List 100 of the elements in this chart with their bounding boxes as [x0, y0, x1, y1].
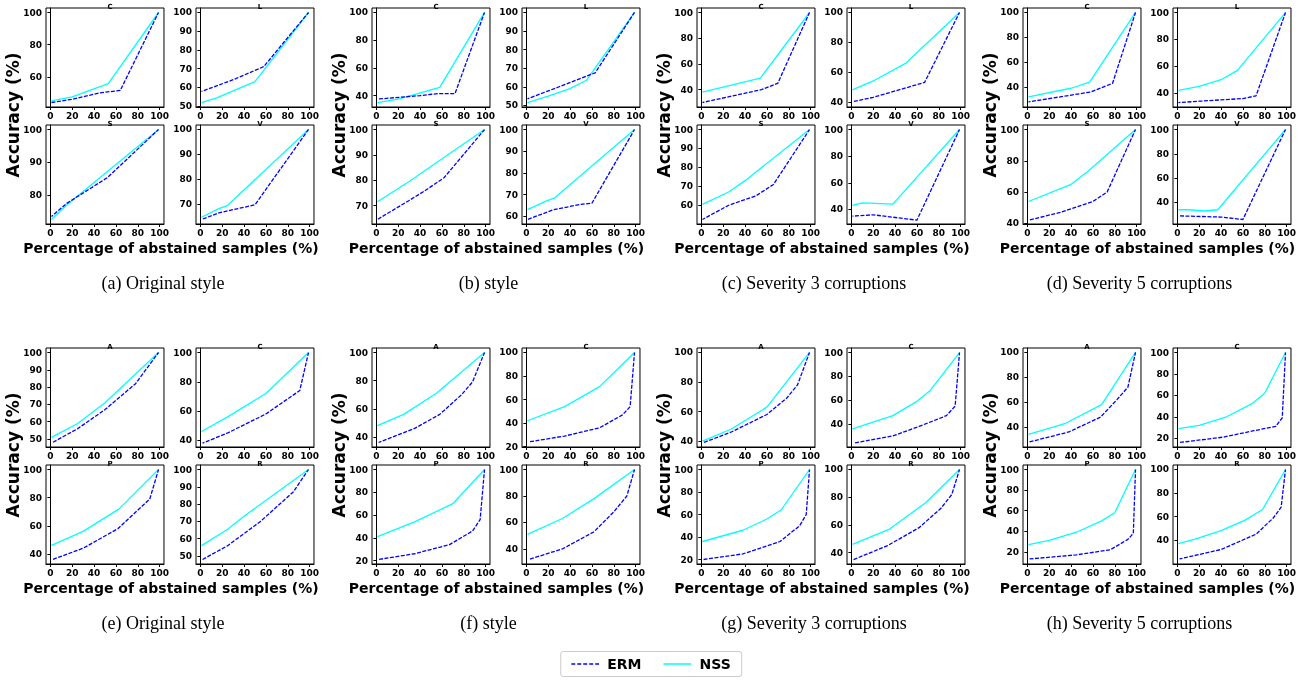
x-tick-label: 100 — [1126, 450, 1146, 461]
x-tick-label: 80 — [131, 227, 145, 238]
x-axis-title: Percentage of abstained samples (%) — [999, 580, 1296, 596]
y-tick-label: 100 — [1149, 347, 1169, 358]
y-axis-title: Accuracy (%) — [979, 52, 1000, 178]
x-tick-label: 20 — [716, 227, 730, 238]
y-tick-label: 100 — [999, 464, 1019, 475]
y-tick-label: 100 — [674, 7, 693, 18]
y-tick-label: 100 — [999, 124, 1019, 135]
line-series — [701, 128, 811, 221]
x-tick-label: 100 — [150, 110, 170, 121]
x-tick-label: 80 — [606, 450, 620, 461]
x-tick-label: 0 — [848, 110, 855, 121]
y-tick-label: 80 — [179, 376, 192, 387]
x-tick-label: 0 — [698, 450, 705, 461]
x-tick-label: 40 — [87, 567, 101, 578]
x-tick-label: 20 — [215, 450, 229, 461]
line-series — [1027, 128, 1136, 203]
x-tick-label: 20 — [541, 567, 554, 578]
line-series — [1027, 128, 1136, 221]
x-tick-label: 20 — [391, 110, 404, 121]
y-axis-title: Accuracy (%) — [654, 52, 674, 178]
y-tick-label: 60 — [179, 406, 192, 417]
x-tick-label: 0 — [372, 450, 379, 461]
line-series — [851, 128, 961, 207]
y-tick-label: 60 — [504, 81, 518, 92]
y-tick-label: 100 — [674, 347, 693, 358]
x-tick-label: 0 — [698, 567, 705, 578]
x-tick-label: 20 — [65, 567, 79, 578]
x-tick-label: 80 — [932, 110, 946, 121]
x-tick-label: 20 — [391, 450, 404, 461]
x-tick-label: 100 — [951, 450, 971, 461]
x-tick-label: 60 — [585, 450, 598, 461]
x-tick-label: 40 — [738, 450, 752, 461]
y-tick-label: 60 — [1005, 187, 1019, 198]
x-tick-label: 0 — [47, 110, 54, 121]
y-axis-title: Accuracy (%) — [3, 392, 23, 518]
x-tick-label: 80 — [456, 227, 470, 238]
x-tick-label: 40 — [1064, 567, 1077, 578]
y-tick-label: 40 — [1155, 88, 1169, 99]
y-tick-label: 80 — [1155, 488, 1169, 499]
y-tick-label: 100 — [1149, 124, 1169, 135]
y-tick-label: 40 — [830, 204, 843, 215]
text: (f) style — [460, 613, 517, 634]
y-tick-label: 100 — [173, 124, 192, 135]
x-tick-label: 100 — [1126, 567, 1146, 578]
x-tick-label: 80 — [1107, 450, 1121, 461]
x-tick-label: 80 — [782, 110, 796, 121]
x-tick-label: 0 — [372, 110, 379, 121]
y-tick-label: 80 — [1005, 372, 1019, 383]
y-tick-label: 100 — [999, 347, 1019, 358]
x-tick-label: 80 — [782, 450, 796, 461]
x-tick-label: 100 — [1276, 567, 1296, 578]
x-tick-label: 60 — [585, 110, 598, 121]
y-tick-label: 90 — [680, 143, 693, 154]
x-tick-label: 60 — [435, 450, 448, 461]
x-tick-label: 0 — [522, 567, 529, 578]
x-tick-label: 100 — [300, 110, 320, 121]
x-tick-label: 100 — [801, 567, 821, 578]
x-tick-label: 100 — [801, 110, 821, 121]
y-tick-label: 80 — [354, 175, 368, 186]
text: (h) Severity 5 corruptions — [1046, 613, 1233, 634]
y-tick-label: 50 — [29, 434, 42, 445]
x-tick-label: 100 — [1276, 450, 1296, 461]
text: (e) Original style — [101, 613, 225, 634]
y-tick-label: 100 — [1149, 464, 1169, 475]
y-tick-label: 40 — [830, 419, 843, 430]
x-tick-label: 20 — [1042, 450, 1055, 461]
x-tick-label: 0 — [47, 567, 54, 578]
y-tick-label: 100 — [674, 124, 693, 135]
x-tick-label: 60 — [1236, 450, 1249, 461]
x-tick-label: 60 — [259, 227, 273, 238]
y-tick-label: 80 — [680, 162, 693, 173]
y-tick-label: 40 — [1005, 526, 1019, 537]
line-series — [1178, 468, 1286, 560]
x-tick-label: 0 — [698, 227, 705, 238]
x-tick-label: 100 — [300, 567, 320, 578]
x-axis-title: Percentage of abstained samples (%) — [348, 580, 645, 596]
y-tick-label: 20 — [1155, 433, 1169, 444]
y-tick-label: 40 — [179, 435, 192, 446]
x-tick-label: 40 — [237, 227, 251, 238]
x-tick-label: 100 — [951, 227, 971, 238]
line-series — [701, 468, 811, 543]
x-tick-label: 0 — [1173, 450, 1180, 461]
x-tick-label: 20 — [215, 110, 229, 121]
x-tick-label: 100 — [475, 110, 495, 121]
y-tick-label: 80 — [179, 499, 192, 510]
y-tick-label: 40 — [830, 547, 843, 558]
y-tick-label: 100 — [173, 464, 192, 475]
y-tick-label: 80 — [1005, 155, 1019, 166]
line-series — [376, 128, 485, 221]
x-tick-label: 80 — [932, 227, 946, 238]
y-tick-label: 20 — [354, 555, 368, 566]
x-tick-label: 40 — [888, 567, 902, 578]
x-tick-label: 60 — [910, 227, 924, 238]
x-tick-label: 60 — [585, 567, 598, 578]
x-tick-label: 60 — [760, 110, 774, 121]
y-tick-label: 70 — [354, 200, 368, 211]
x-tick-label: 80 — [932, 450, 946, 461]
x-tick-label: 40 — [237, 110, 251, 121]
